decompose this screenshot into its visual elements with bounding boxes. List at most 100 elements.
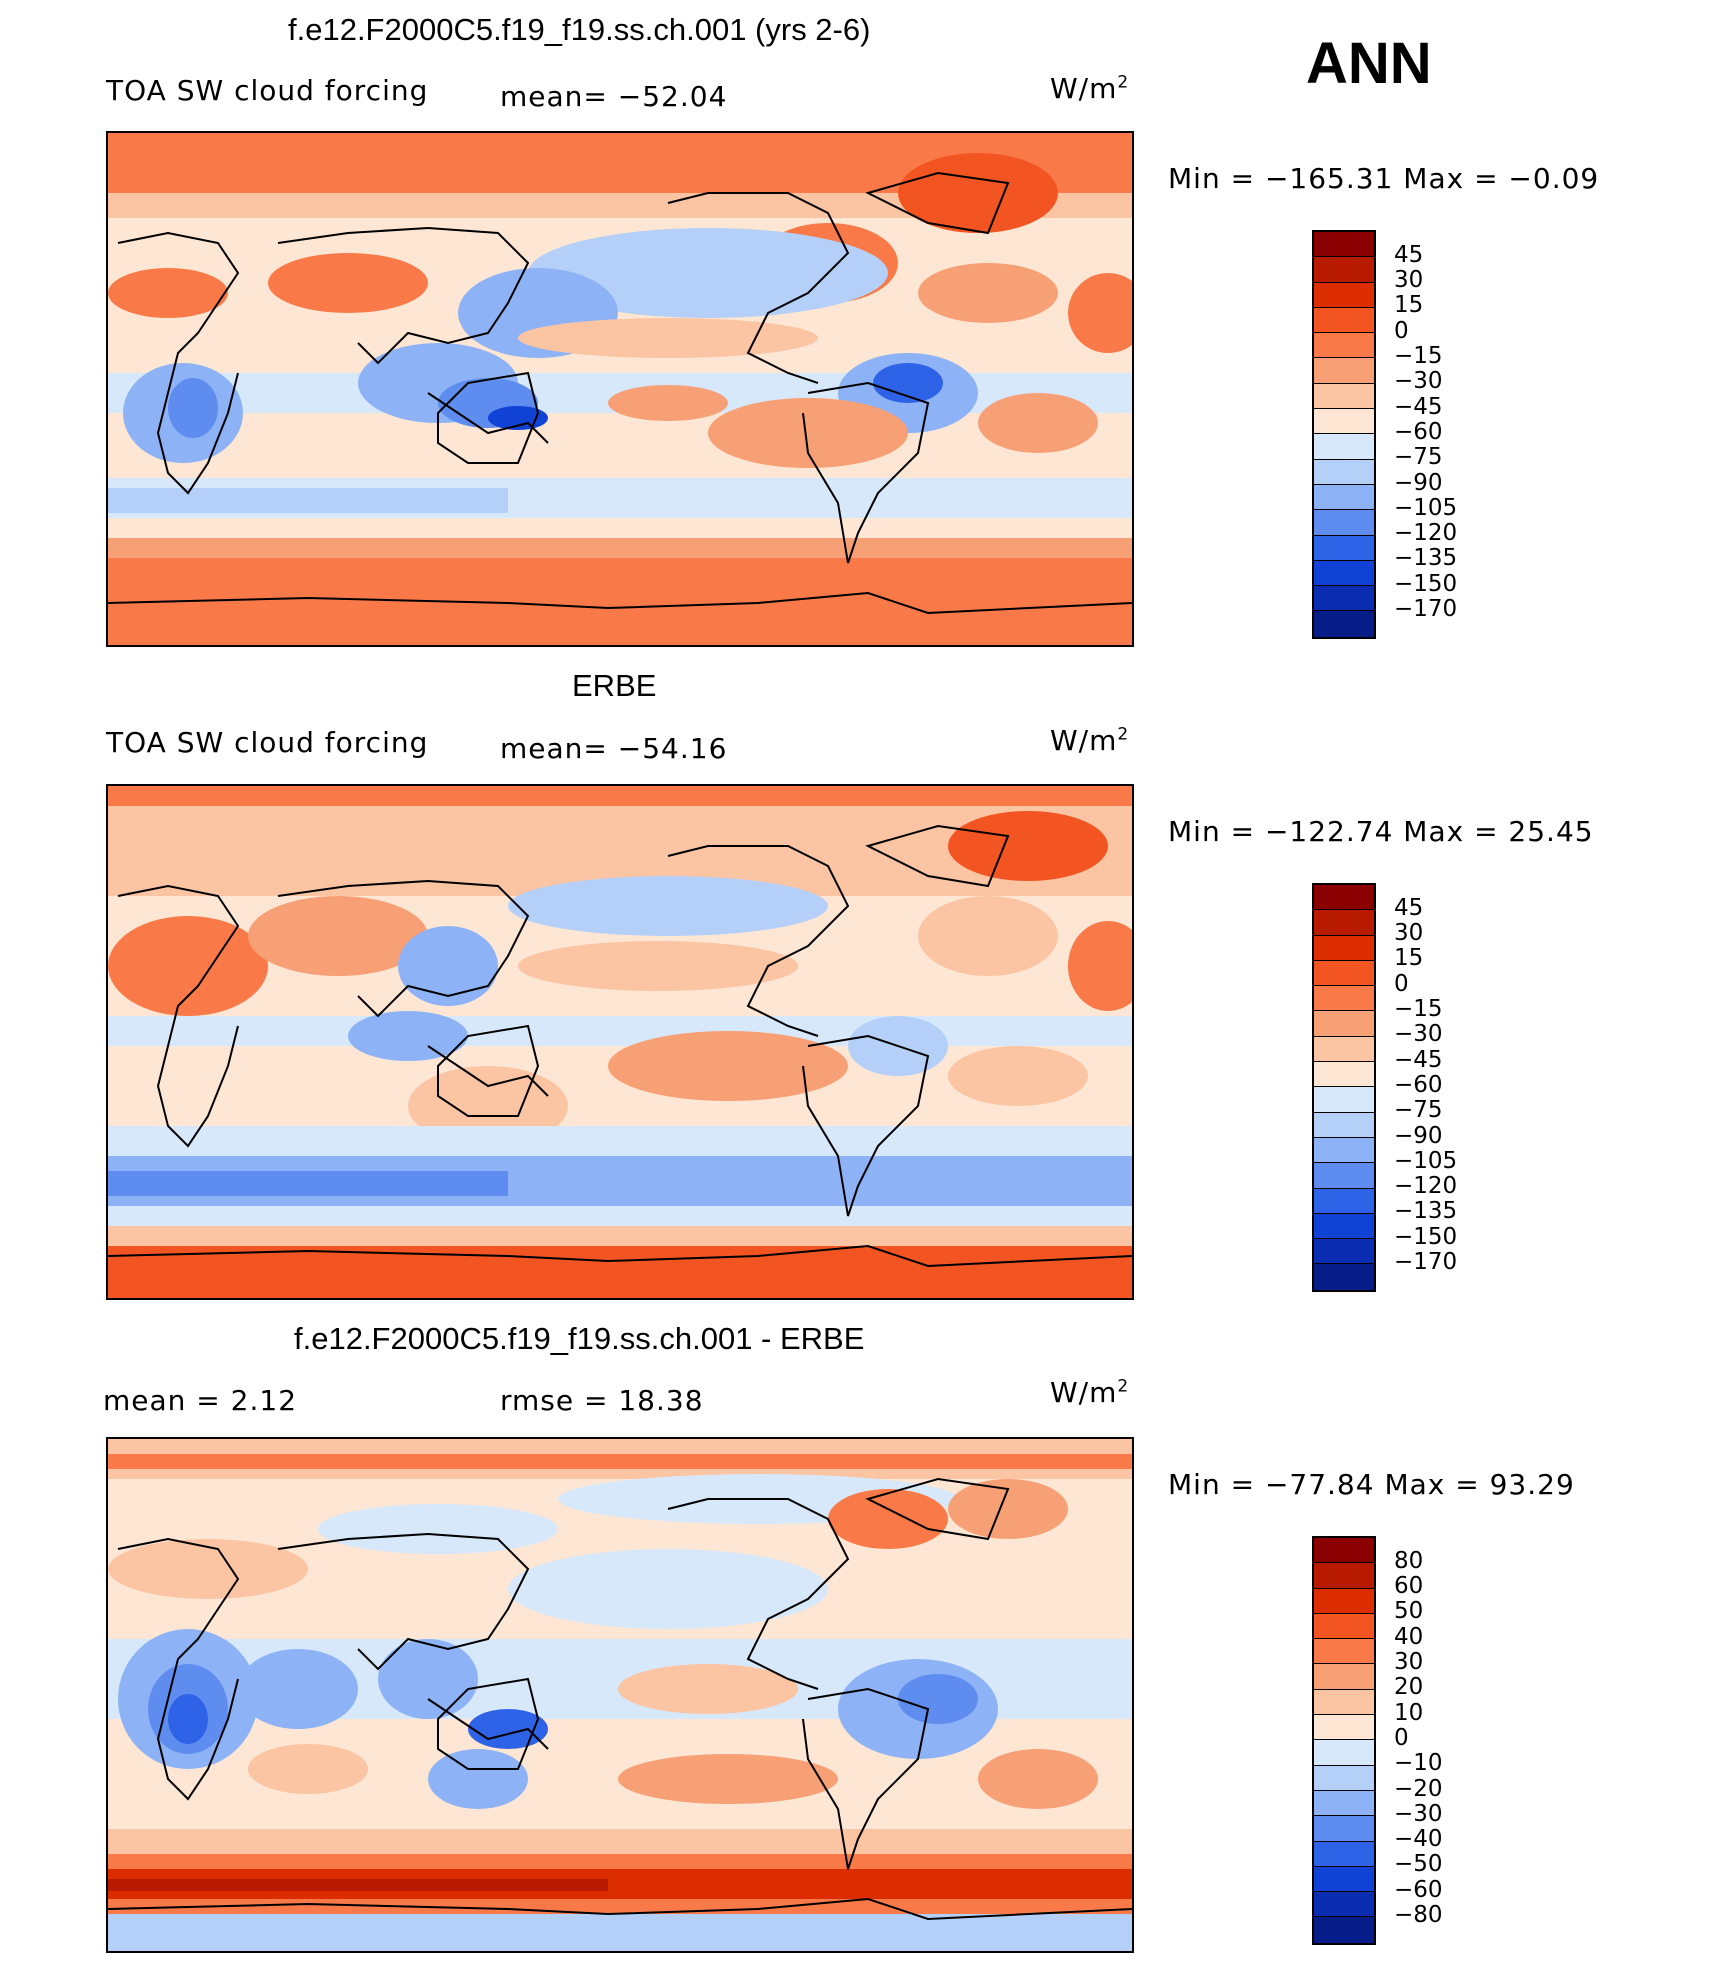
colorbar-tick-label: −170 (1394, 596, 1458, 622)
colorbar-segment (1314, 910, 1374, 936)
colorbar-tick-label: −30 (1394, 368, 1443, 395)
colorbar-tick-label: −80 (1394, 1902, 1443, 1928)
colorbar-tick-label: 50 (1394, 1598, 1424, 1625)
colorbar-tick-label: 15 (1394, 945, 1424, 972)
panel-2-minmax: Min = −122.74 Max = 25.45 (1168, 815, 1594, 848)
panel-2-units: W/m2 (1050, 724, 1130, 757)
colorbar-tick-label: −15 (1394, 996, 1443, 1022)
colorbar-tick-label: −45 (1394, 393, 1443, 420)
colorbar-tick-label: 30 (1394, 920, 1424, 947)
colorbar-segment (1314, 935, 1374, 961)
colorbar-segment (1314, 358, 1374, 384)
colorbar-tick-label: −50 (1394, 1851, 1443, 1878)
panel-3-minmax: Min = −77.84 Max = 93.29 (1168, 1468, 1575, 1501)
colorbar-tick-label: −75 (1394, 1097, 1443, 1124)
colorbar-tick-label: 80 (1394, 1547, 1424, 1574)
colorbar-tick-label: −15 (1394, 343, 1443, 369)
panel-1-minmax: Min = −165.31 Max = −0.09 (1168, 162, 1600, 195)
colorbar-segment (1314, 1137, 1374, 1164)
colorbar-tick-label: −45 (1394, 1046, 1443, 1073)
colorbar-segment (1314, 1841, 1374, 1867)
colorbar-segment (1314, 1062, 1374, 1088)
colorbar-segment (1314, 611, 1374, 637)
colorbar-segment (1314, 885, 1374, 911)
colorbar-segment (1314, 459, 1374, 485)
panel-3-rmse-label: rmse = 18.38 (500, 1384, 704, 1417)
colorbar-segment (1314, 510, 1374, 536)
colorbar-tick-label: −150 (1394, 1223, 1458, 1250)
panel-2-mean-label: mean= −54.16 (500, 732, 728, 765)
colorbar-segment (1314, 1011, 1374, 1037)
panel-1-title: f.e12.F2000C5.f19_f19.ss.ch.001 (yrs 2-6… (288, 12, 871, 47)
colorbar-segment (1314, 1213, 1374, 1240)
panel-1-colorbar-box (1312, 230, 1376, 639)
colorbar-tick-label: 0 (1394, 317, 1409, 344)
colorbar-segment (1314, 1588, 1374, 1614)
panel-1-variable-label: TOA SW cloud forcing (106, 74, 429, 107)
panel-3-units: W/m2 (1050, 1376, 1130, 1409)
colorbar-segment (1314, 1538, 1374, 1564)
colorbar-segment (1314, 960, 1374, 987)
colorbar-tick-label: −75 (1394, 444, 1443, 471)
colorbar-segment (1314, 1816, 1374, 1842)
colorbar-segment (1314, 1639, 1374, 1665)
colorbar-tick-label: −135 (1394, 545, 1458, 572)
colorbar-tick-label: −105 (1394, 1147, 1458, 1174)
colorbar-tick-label: 0 (1394, 1724, 1409, 1751)
panel-2-variable-label: TOA SW cloud forcing (106, 726, 429, 759)
colorbar-segment (1314, 535, 1374, 561)
colorbar-segment (1314, 1087, 1374, 1113)
colorbar-tick-label: −60 (1394, 1876, 1443, 1903)
colorbar-tick-label: 30 (1394, 267, 1424, 294)
colorbar-segment (1314, 383, 1374, 410)
colorbar-segment (1314, 1790, 1374, 1817)
colorbar-segment (1314, 1613, 1374, 1640)
panel-3-title: f.e12.F2000C5.f19_f19.ss.ch.001 - ERBE (294, 1321, 865, 1356)
colorbar-segment (1314, 1112, 1374, 1138)
colorbar-tick-label: 30 (1394, 1649, 1424, 1675)
colorbar-segment (1314, 1715, 1374, 1741)
colorbar-segment (1314, 307, 1374, 334)
colorbar-segment (1314, 1563, 1374, 1589)
colorbar-tick-label: −105 (1394, 494, 1458, 521)
colorbar-tick-label: −20 (1394, 1775, 1443, 1802)
colorbar-segment (1314, 560, 1374, 587)
colorbar-tick-label: 45 (1394, 894, 1424, 921)
colorbar-segment (1314, 1239, 1374, 1265)
colorbar-tick-label: −30 (1394, 1800, 1443, 1827)
colorbar-segment (1314, 586, 1374, 612)
colorbar-segment (1314, 1866, 1374, 1893)
colorbar-tick-label: 40 (1394, 1623, 1424, 1650)
panel-2-title: ERBE (572, 668, 657, 703)
colorbar-segment (1314, 257, 1374, 283)
colorbar-segment (1314, 232, 1374, 258)
panel-1-map (106, 131, 1134, 647)
colorbar-tick-label: 20 (1394, 1674, 1424, 1701)
colorbar-segment (1314, 333, 1374, 359)
colorbar-tick-label: −30 (1394, 1021, 1443, 1048)
colorbar-tick-label: −90 (1394, 469, 1443, 496)
colorbar-tick-label: −120 (1394, 520, 1458, 547)
colorbar-tick-label: −60 (1394, 1071, 1443, 1098)
colorbar-segment (1314, 434, 1374, 460)
colorbar-tick-label: 60 (1394, 1573, 1424, 1600)
colorbar-segment (1314, 1740, 1374, 1766)
colorbar-segment (1314, 1689, 1374, 1716)
colorbar-segment (1314, 1917, 1374, 1943)
panel-1-mean-label: mean= −52.04 (500, 80, 728, 113)
colorbar-segment (1314, 1264, 1374, 1290)
panel-3-colorbar-box (1312, 1536, 1376, 1945)
colorbar-segment (1314, 1163, 1374, 1189)
season-label: ANN (1306, 31, 1432, 96)
colorbar-tick-label: −170 (1394, 1249, 1458, 1275)
colorbar-segment (1314, 1188, 1374, 1214)
colorbar-segment (1314, 282, 1374, 308)
colorbar-tick-label: −135 (1394, 1198, 1458, 1225)
colorbar-tick-label: −90 (1394, 1122, 1443, 1149)
colorbar-tick-label: 15 (1394, 292, 1424, 319)
colorbar-tick-label: −40 (1394, 1826, 1443, 1853)
colorbar-segment (1314, 409, 1374, 435)
colorbar-segment (1314, 484, 1374, 511)
colorbar-tick-label: 10 (1394, 1699, 1424, 1726)
panel-2-map (106, 784, 1134, 1300)
